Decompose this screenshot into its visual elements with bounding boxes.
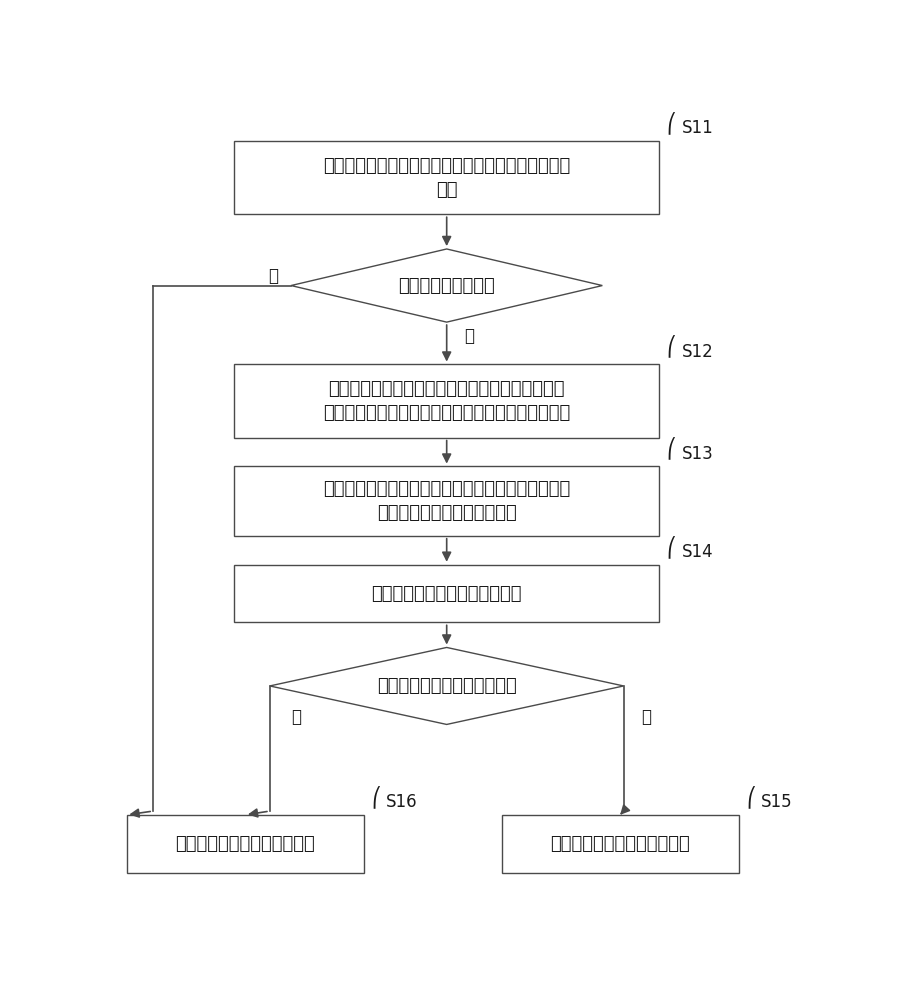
Text: ⎛: ⎛ — [747, 786, 756, 809]
Text: 识别第二定位点为有效定位点: 识别第二定位点为有效定位点 — [175, 835, 315, 853]
Text: 根据定位目标在第一定位点与第二定位点之间的运动
步数计算定位目标的运动距离: 根据定位目标在第一定位点与第二定位点之间的运动 步数计算定位目标的运动距离 — [323, 480, 571, 522]
Text: 基站区位是否相同？: 基站区位是否相同？ — [398, 277, 495, 295]
Text: ⎛: ⎛ — [666, 536, 677, 559]
Text: 识别第二定位点为无效定位点: 识别第二定位点为无效定位点 — [551, 835, 690, 853]
Text: 是: 是 — [465, 327, 475, 345]
Text: S12: S12 — [682, 343, 713, 361]
Text: ⎛: ⎛ — [666, 438, 677, 460]
Text: 否: 否 — [641, 708, 651, 726]
Text: S15: S15 — [761, 793, 792, 811]
Text: ⎛: ⎛ — [666, 336, 677, 358]
Text: S14: S14 — [682, 543, 713, 561]
Text: 间隔距离是否大于运动距离？: 间隔距离是否大于运动距离？ — [377, 677, 517, 695]
Bar — [501, 815, 739, 873]
Polygon shape — [270, 647, 624, 724]
Bar — [235, 141, 659, 214]
Text: 否: 否 — [268, 267, 278, 285]
Text: S13: S13 — [682, 445, 713, 463]
Text: 计算相邻的第一定位点与第二定位点的间隔距离，
第一定位点为定位时间早于第二定位点的有效定位点: 计算相邻的第一定位点与第二定位点的间隔距离， 第一定位点为定位时间早于第二定位点… — [323, 380, 571, 422]
Text: 比较间隔距离与运动距离的大小: 比较间隔距离与运动距离的大小 — [372, 585, 522, 603]
Bar — [235, 466, 659, 536]
Bar — [127, 815, 363, 873]
Text: 判断相邻的第一定位点与第二定位点的基站区位是否
相同: 判断相邻的第一定位点与第二定位点的基站区位是否 相同 — [323, 157, 571, 199]
Polygon shape — [291, 249, 603, 322]
Bar — [235, 565, 659, 622]
Text: ⎛: ⎛ — [372, 786, 381, 809]
Text: S11: S11 — [682, 119, 713, 137]
Bar — [235, 364, 659, 438]
Text: S16: S16 — [386, 793, 418, 811]
Text: ⎛: ⎛ — [666, 112, 677, 135]
Text: 是: 是 — [291, 708, 301, 726]
